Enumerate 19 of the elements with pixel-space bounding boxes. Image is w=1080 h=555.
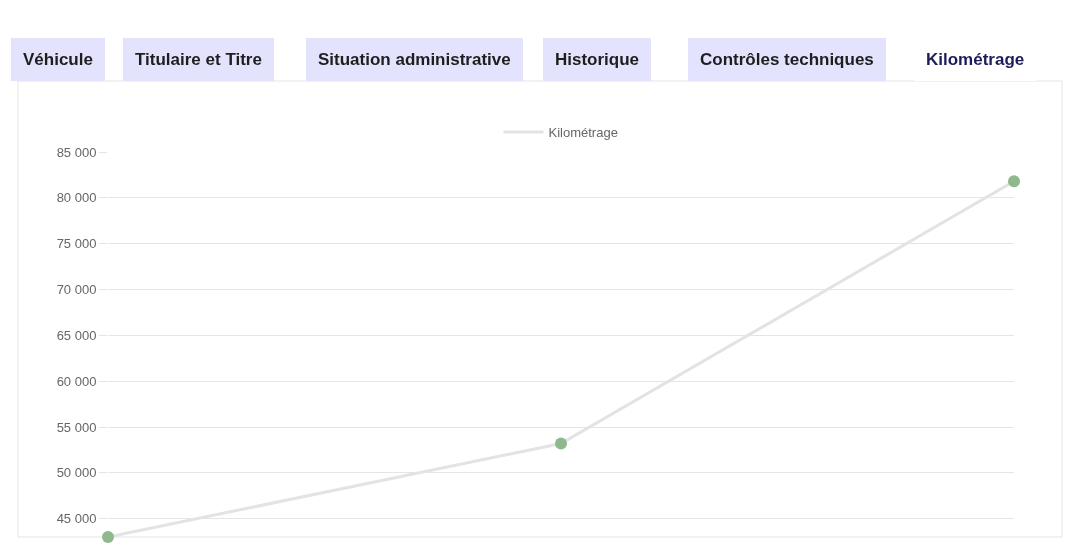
text: Historique (555, 50, 640, 69)
text: Contrôles techniques (700, 50, 874, 69)
point (555, 437, 567, 450)
y-tick-label: 75 000 (56, 236, 97, 252)
y-tick-label: 50 000 (56, 465, 97, 481)
y-tick-label: 85 000 (56, 144, 97, 160)
y-tick-label: 65 000 (56, 327, 97, 343)
y-tick-label: 60 000 (56, 373, 97, 389)
y-tick-label: 80 000 (56, 190, 97, 206)
y-tick-label: 55 000 (56, 419, 97, 435)
text: Véhicule (23, 50, 93, 69)
point (1008, 175, 1020, 188)
text: Titulaire et Titre (135, 50, 262, 69)
text: Situation administrative (318, 50, 511, 69)
point (102, 531, 114, 543)
y-tick-label: 70 000 (56, 282, 97, 298)
legend-label: Kilométrage (548, 125, 618, 141)
y-tick-label: 45 000 (56, 511, 97, 527)
text: Kilométrage (926, 50, 1025, 69)
